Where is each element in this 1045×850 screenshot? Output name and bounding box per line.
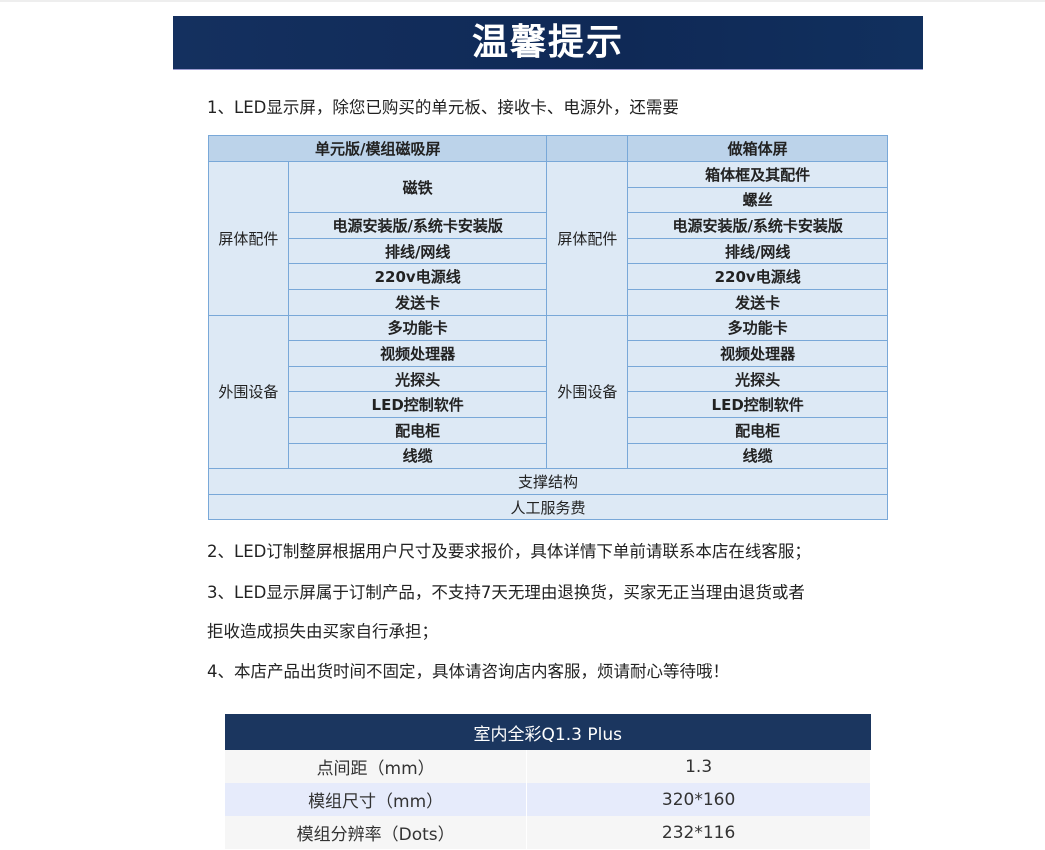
- group-label: 外围设备: [546, 314, 629, 470]
- spec-value: 232*116: [526, 816, 871, 849]
- note-3: 3、LED显示屏属于订制产品，不支持7天无理由退换货，买家无正当理由退货或者: [207, 583, 805, 602]
- cell: 多功能卡: [287, 314, 548, 342]
- header-cabinet: 做箱体屏: [627, 135, 888, 162]
- cell: 磁铁: [287, 160, 548, 214]
- group-label: 屏体配件: [546, 161, 629, 316]
- header-unit-board: 单元版/模组磁吸屏: [207, 135, 548, 162]
- cell: 220v电源线: [287, 263, 548, 290]
- cell: 视频处理器: [287, 340, 548, 367]
- spec-label: 点间距（mm）: [225, 750, 528, 783]
- cell: 视频处理器: [627, 340, 888, 367]
- footer-cell: 人工服务费: [208, 493, 888, 521]
- cell: 电源安装版/系统卡安装版: [627, 212, 888, 239]
- cell: LED控制软件: [287, 391, 548, 418]
- cell: 线缆: [287, 442, 548, 470]
- cell: 多功能卡: [627, 314, 888, 342]
- cell: 光探头: [627, 365, 888, 393]
- cell: 线缆: [627, 442, 888, 470]
- cell: 220v电源线: [627, 263, 888, 290]
- accessories-table: 单元版/模组磁吸屏 做箱体屏 屏体配件 磁铁 屏体配件 箱体框及其配件 螺丝 电…: [207, 135, 888, 521]
- cell: 配电柜: [287, 416, 548, 444]
- spec-value: 320*160: [526, 783, 871, 816]
- note-3-cont: 拒收造成损失由买家自行承担；: [207, 622, 438, 641]
- group-label: 外围设备: [208, 314, 289, 470]
- top-divider: [0, 0, 1045, 2]
- cell: 排线/网线: [287, 237, 548, 265]
- spec-table: 室内全彩Q1.3 Plus 点间距（mm） 1.3 模组尺寸（mm） 320*160…: [225, 714, 871, 849]
- cell: 螺丝: [627, 186, 888, 214]
- group-label: 屏体配件: [208, 161, 289, 316]
- spec-label: 模组尺寸（mm）: [225, 783, 528, 816]
- spec-title: 室内全彩Q1.3 Plus: [225, 714, 871, 750]
- cell: LED控制软件: [627, 391, 888, 418]
- footer-cell: 支撑结构: [208, 468, 888, 495]
- header-blank: [546, 135, 629, 162]
- note-2: 2、LED订制整屏根据用户尺寸及要求报价，具体详情下单前请联系本店在线客服；: [207, 542, 811, 561]
- cell: 电源安装版/系统卡安装版: [287, 212, 548, 239]
- note-4: 4、本店产品出货时间不固定，具体请咨询店内客服，烦请耐心等待哦！: [207, 662, 729, 681]
- cell: 发送卡: [287, 288, 548, 316]
- cell: 光探头: [287, 365, 548, 393]
- spec-label: 模组分辨率（Dots）: [225, 816, 528, 849]
- cell: 箱体框及其配件: [627, 161, 888, 188]
- cell: 发送卡: [627, 288, 888, 316]
- note-1: 1、LED显示屏，除您已购买的单元板、接收卡、电源外，还需要: [207, 98, 679, 117]
- cell: 配电柜: [627, 416, 888, 444]
- cell: 排线/网线: [627, 237, 888, 265]
- banner-title: 温馨提示: [173, 16, 923, 70]
- spec-value: 1.3: [526, 750, 871, 783]
